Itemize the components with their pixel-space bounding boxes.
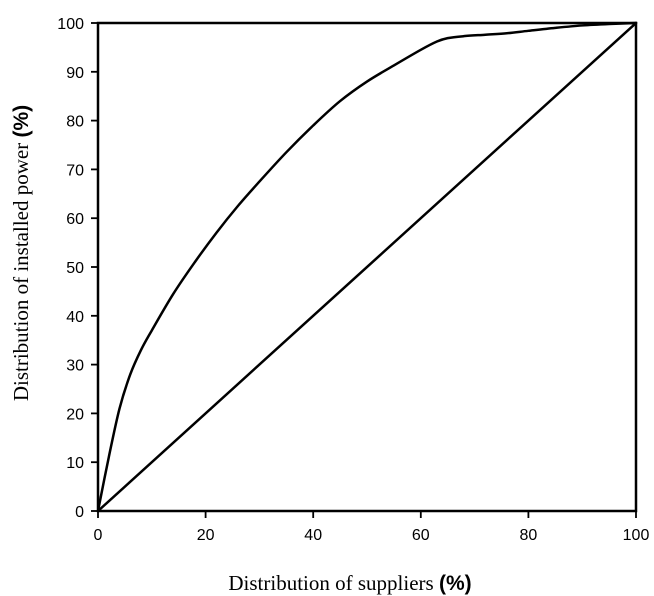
x-tick-label: 20 [197, 527, 215, 544]
y-tick-label: 80 [66, 114, 84, 131]
x-tick-label: 40 [304, 527, 322, 544]
x-tick-label: 100 [623, 527, 650, 544]
x-tick-label: 60 [412, 527, 430, 544]
y-axis-title: Distribution of installed power (%) [9, 105, 33, 401]
y-tick-label: 50 [66, 260, 84, 277]
y-tick-label: 0 [75, 504, 84, 521]
y-tick-label: 70 [66, 162, 84, 179]
y-tick-label: 90 [66, 65, 84, 82]
y-tick-label: 40 [66, 309, 84, 326]
y-tick-label: 30 [66, 358, 84, 375]
y-axis-unit: (%) [10, 105, 33, 138]
y-tick-label: 10 [66, 455, 84, 472]
equality-diagonal [96, 21, 638, 513]
x-axis-title: Distribution of suppliers (%) [228, 571, 471, 595]
y-tick-label: 60 [66, 211, 84, 228]
lorenz-curve [96, 21, 638, 513]
y-axis-label: Distribution of installed power [9, 143, 33, 401]
y-tick-label: 20 [66, 406, 84, 423]
x-axis-unit: (%) [439, 572, 472, 595]
x-tick-label: 80 [520, 527, 538, 544]
y-tick-label: 100 [57, 16, 84, 33]
x-tick-label: 0 [94, 527, 103, 544]
x-axis-label: Distribution of suppliers [228, 571, 433, 595]
